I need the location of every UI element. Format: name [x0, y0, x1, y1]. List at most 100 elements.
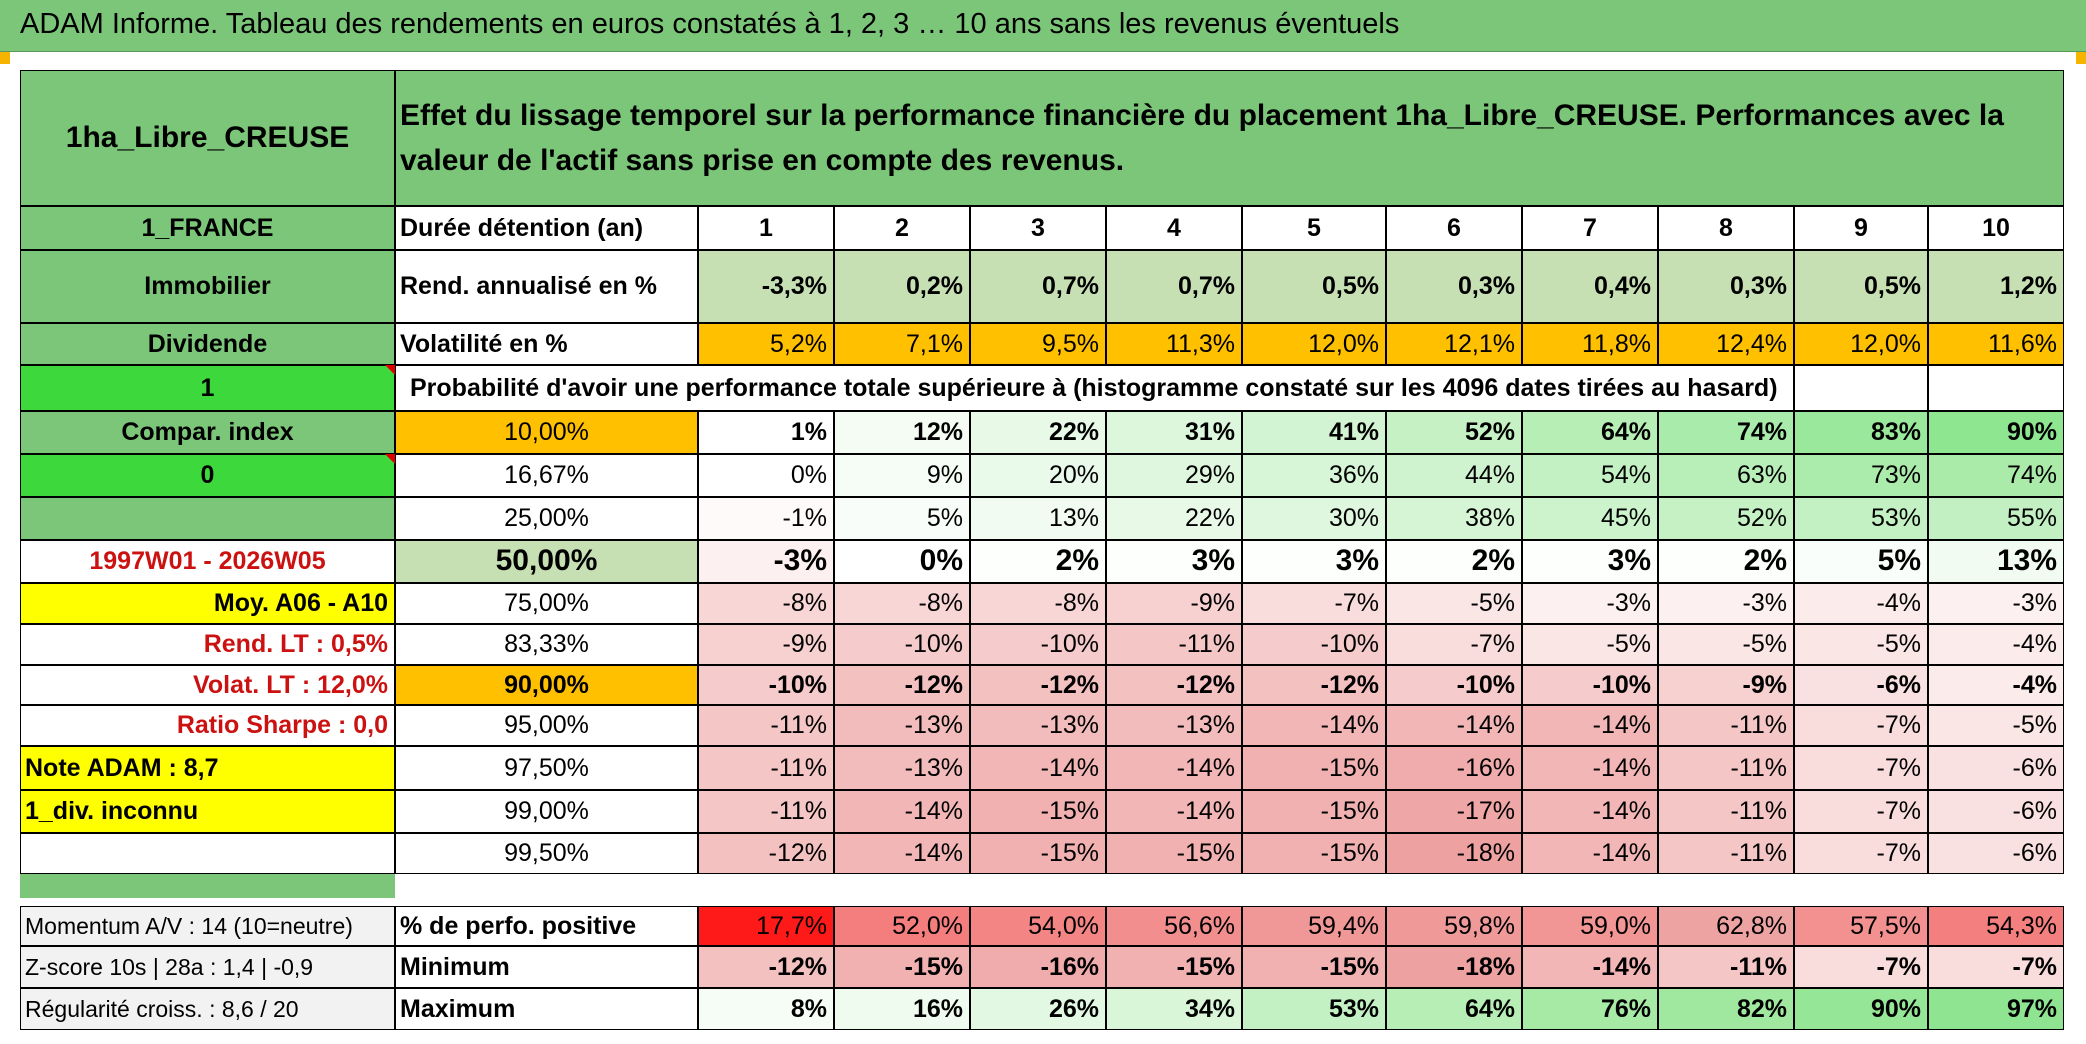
period-label: 1997W01 - 2026W05 [20, 540, 395, 583]
min-value: -11% [1658, 946, 1794, 988]
probability-value: 36% [1242, 454, 1386, 497]
comment-indicator [385, 454, 395, 464]
empty-cell [20, 833, 395, 874]
vol-value: 9,5% [970, 323, 1106, 365]
probability-value: -9% [1106, 583, 1242, 624]
selector-2[interactable]: 0 [20, 454, 395, 497]
selector-1[interactable]: 1 [20, 365, 395, 411]
probability-value: -10% [1242, 624, 1386, 665]
probability-value: -11% [1658, 790, 1794, 833]
comment-indicator [385, 365, 395, 375]
rend-value: 0,5% [1794, 250, 1928, 323]
probability-value: -12% [970, 665, 1106, 705]
pos-label: % de perfo. positive [395, 906, 698, 946]
probability-value: -7% [1386, 624, 1522, 665]
note-adam: Note ADAM : 8,7 [20, 746, 395, 790]
pos-value: 59,4% [1242, 906, 1386, 946]
probability-value: -11% [1658, 833, 1794, 874]
rend-lt: Rend. LT : 0,5% [20, 624, 395, 665]
country-label: 1_FRANCE [20, 206, 395, 250]
probability-value: -10% [970, 624, 1106, 665]
probability-value: -12% [1242, 665, 1386, 705]
vol-value: 7,1% [834, 323, 970, 365]
pos-value: 62,8% [1658, 906, 1794, 946]
asset-name: 1ha_Libre_CREUSE [20, 70, 395, 206]
probability-value: -11% [1658, 746, 1794, 790]
probability-value: 22% [1106, 497, 1242, 540]
probability-value: -13% [834, 746, 970, 790]
probability-value: 1% [698, 411, 834, 454]
rend-value: 0,3% [1386, 250, 1522, 323]
probability-value: -6% [1794, 665, 1928, 705]
income-type-label: Dividende [20, 323, 395, 365]
max-value: 97% [1928, 988, 2064, 1030]
probability-value: -17% [1386, 790, 1522, 833]
probability-value: -6% [1928, 833, 2064, 874]
threshold-label: 99,00% [395, 790, 698, 833]
probability-value: 45% [1522, 497, 1658, 540]
category-label: Immobilier [20, 250, 395, 323]
probability-value: -5% [1658, 624, 1794, 665]
vol-value: 12,4% [1658, 323, 1794, 365]
probability-value: -13% [834, 705, 970, 746]
probability-value: -6% [1928, 746, 2064, 790]
vol-value: 12,1% [1386, 323, 1522, 365]
min-value: -18% [1386, 946, 1522, 988]
probability-value: 13% [970, 497, 1106, 540]
probability-value: -10% [1386, 665, 1522, 705]
pos-value: 59,8% [1386, 906, 1522, 946]
rend-value: 0,3% [1658, 250, 1794, 323]
pos-value: 52,0% [834, 906, 970, 946]
moy-label: Moy. A06 - A10 [20, 583, 395, 624]
max-value: 90% [1794, 988, 1928, 1030]
vol-value: 12,0% [1242, 323, 1386, 365]
probability-value: -1% [698, 497, 834, 540]
probability-value: -15% [1242, 833, 1386, 874]
probability-value: 83% [1794, 411, 1928, 454]
probability-value: -8% [970, 583, 1106, 624]
empty-cell [1928, 365, 2064, 411]
min-value: -15% [1242, 946, 1386, 988]
probability-value: 31% [1106, 411, 1242, 454]
probability-value: -11% [698, 790, 834, 833]
probability-value: -12% [698, 833, 834, 874]
threshold-label: 25,00% [395, 497, 698, 540]
threshold-label: 50,00% [395, 540, 698, 583]
probability-value: -3% [1522, 583, 1658, 624]
compar-index-label: Compar. index [20, 411, 395, 454]
probability-value: -14% [1522, 790, 1658, 833]
duration-header: Durée détention (an) [395, 206, 698, 250]
vol-value: 11,3% [1106, 323, 1242, 365]
div-info: 1_div. inconnu [20, 790, 395, 833]
probability-value: -3% [1928, 583, 2064, 624]
probability-value: 74% [1658, 411, 1794, 454]
probability-value: 12% [834, 411, 970, 454]
vol-value: 12,0% [1794, 323, 1928, 365]
max-value: 53% [1242, 988, 1386, 1030]
duration-col-1: 1 [698, 206, 834, 250]
pos-value: 54,3% [1928, 906, 2064, 946]
max-value: 64% [1386, 988, 1522, 1030]
max-value: 8% [698, 988, 834, 1030]
ratio-sharpe: Ratio Sharpe : 0,0 [20, 705, 395, 746]
vol-value: 5,2% [698, 323, 834, 365]
probability-value: -7% [1794, 746, 1928, 790]
max-label: Maximum [395, 988, 698, 1030]
report-title: ADAM Informe. Tableau des rendements en … [20, 8, 1400, 40]
probability-value: -15% [1242, 746, 1386, 790]
threshold-label: 10,00% [395, 411, 698, 454]
min-value: -16% [970, 946, 1106, 988]
duration-col-6: 6 [1386, 206, 1522, 250]
rend-value: 0,5% [1242, 250, 1386, 323]
probability-value: 13% [1928, 540, 2064, 583]
probability-value: 2% [1658, 540, 1794, 583]
probability-value: 22% [970, 411, 1106, 454]
max-value: 16% [834, 988, 970, 1030]
probability-value: -14% [970, 746, 1106, 790]
threshold-label: 83,33% [395, 624, 698, 665]
vol-value: 11,6% [1928, 323, 2064, 365]
report-title-bar: ADAM Informe. Tableau des rendements en … [0, 0, 2086, 52]
probability-value: 5% [834, 497, 970, 540]
duration-col-3: 3 [970, 206, 1106, 250]
max-value: 26% [970, 988, 1106, 1030]
